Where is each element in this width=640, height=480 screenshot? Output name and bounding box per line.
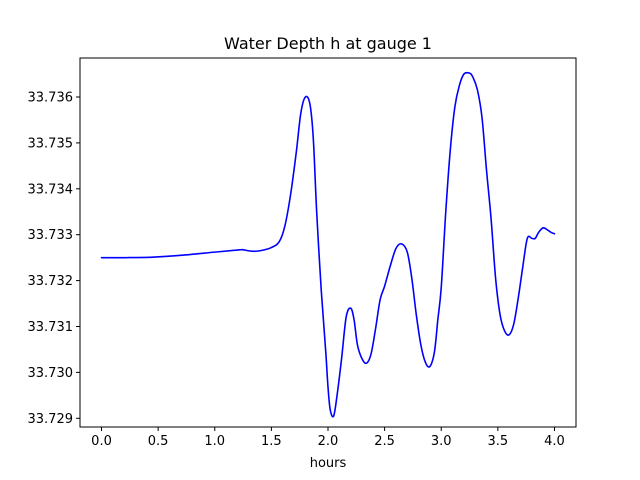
x-axis-label: hours <box>310 456 347 471</box>
x-tick-label: 3.5 <box>488 434 509 449</box>
y-tick-label: 33.736 <box>28 91 74 106</box>
x-tick-label: 0.5 <box>148 434 169 449</box>
y-tick-label: 33.735 <box>28 136 74 151</box>
y-tick-label: 33.733 <box>28 228 74 243</box>
y-tick-label: 33.729 <box>28 412 74 427</box>
series-line-0 <box>100 71 556 418</box>
y-tick-label: 33.730 <box>28 366 74 381</box>
x-tick-label: 0.0 <box>91 434 112 449</box>
x-tick-label: 3.0 <box>431 434 452 449</box>
x-tick-label: 1.0 <box>204 434 225 449</box>
y-tick-label: 33.731 <box>28 320 74 335</box>
plot-area: 0.0 0.5 1.0 1.5 2.0 2.5 3.0 3.5 4.0 33.729 33.730 3… <box>28 57 577 449</box>
x-tick-label: 1.5 <box>261 434 282 449</box>
chart-title: Water Depth h at gauge 1 <box>224 34 432 53</box>
x-tick-label: 2.5 <box>374 434 395 449</box>
y-tick-label: 33.734 <box>28 182 74 197</box>
x-tick-label: 4.0 <box>544 434 565 449</box>
x-tick-label: 2.0 <box>318 434 339 449</box>
y-tick-label: 33.732 <box>28 274 74 289</box>
